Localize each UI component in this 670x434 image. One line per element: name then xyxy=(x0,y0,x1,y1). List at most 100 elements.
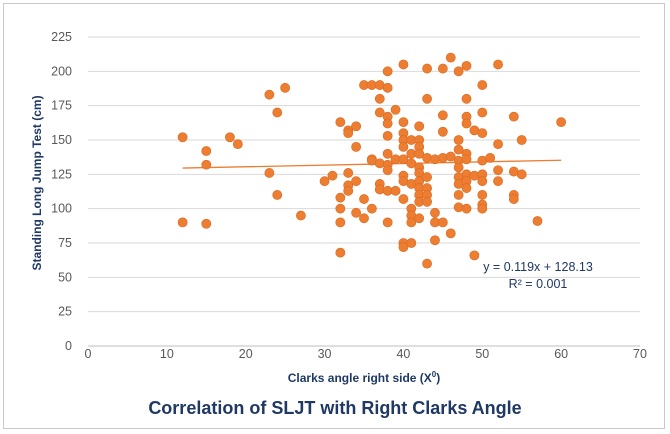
data-point xyxy=(445,151,456,162)
data-point xyxy=(406,238,417,248)
chart-frame xyxy=(3,3,665,429)
data-point xyxy=(422,63,432,74)
data-point xyxy=(453,162,464,173)
data-point xyxy=(335,192,346,203)
y-tick-label: 150 xyxy=(51,133,72,147)
y-tick-label: 25 xyxy=(58,305,72,319)
data-point xyxy=(398,194,409,204)
data-point xyxy=(272,107,283,118)
x-tick-label: 60 xyxy=(554,347,568,361)
data-point xyxy=(477,203,488,214)
data-point xyxy=(477,176,488,187)
x-tick-label: 70 xyxy=(633,347,647,361)
data-point xyxy=(422,172,432,182)
x-tick-label: 10 xyxy=(160,347,174,361)
data-point xyxy=(201,159,212,170)
y-tick-label: 75 xyxy=(58,236,72,250)
data-point xyxy=(477,107,488,118)
data-point xyxy=(264,168,275,178)
data-point xyxy=(453,144,464,155)
data-point xyxy=(177,132,188,143)
data-point xyxy=(398,117,409,128)
data-point xyxy=(469,250,480,261)
data-point xyxy=(437,126,448,137)
r-squared-label: R² = 0.001 xyxy=(509,277,568,291)
trendline-equation: y = 0.119x + 128.13 xyxy=(483,260,593,274)
y-tick-label: 175 xyxy=(51,99,72,113)
data-point xyxy=(177,217,188,228)
x-tick-label: 50 xyxy=(475,347,489,361)
data-point xyxy=(461,154,472,165)
data-point xyxy=(335,203,346,214)
data-point xyxy=(453,190,464,200)
data-point xyxy=(556,117,567,128)
data-point xyxy=(398,242,409,253)
data-point xyxy=(201,146,212,156)
data-point xyxy=(374,93,385,104)
data-point xyxy=(493,176,503,187)
y-tick-label: 200 xyxy=(51,64,72,78)
data-point xyxy=(430,235,440,246)
y-tick-labels: 0 25 50 75 100 125 150 175 200 225 xyxy=(51,30,72,353)
data-point xyxy=(390,104,401,115)
data-point xyxy=(445,52,456,63)
data-point xyxy=(493,59,503,70)
data-point xyxy=(382,130,393,141)
data-point xyxy=(335,217,346,228)
data-points xyxy=(177,52,567,269)
data-point xyxy=(516,169,527,180)
data-point xyxy=(461,118,472,129)
chart-caption: Correlation of SLJT with Right Clarks An… xyxy=(148,398,522,418)
data-point xyxy=(477,128,488,139)
x-tick-label: 30 xyxy=(318,347,332,361)
data-point xyxy=(374,107,385,118)
data-point xyxy=(382,148,393,159)
data-point xyxy=(351,207,362,218)
data-point xyxy=(398,59,409,70)
data-point xyxy=(453,66,464,77)
data-point xyxy=(382,217,393,228)
data-point xyxy=(343,128,354,139)
data-point xyxy=(437,217,448,228)
data-point xyxy=(382,82,393,93)
data-point xyxy=(461,93,472,104)
data-point xyxy=(335,247,346,258)
data-point xyxy=(382,165,393,176)
data-point xyxy=(343,168,354,178)
data-point xyxy=(366,203,377,214)
data-point xyxy=(351,121,362,132)
data-point xyxy=(335,117,346,128)
data-point xyxy=(264,89,275,100)
x-tick-label: 0 xyxy=(85,347,92,361)
data-point xyxy=(351,141,362,152)
y-tick-label: 0 xyxy=(65,339,72,353)
data-point xyxy=(359,213,369,224)
data-point xyxy=(414,121,425,132)
data-point xyxy=(437,63,448,74)
x-axis-title: Clarks angle right side (X0) xyxy=(288,370,441,385)
data-point xyxy=(461,183,472,193)
gridlines xyxy=(88,36,640,347)
data-point xyxy=(485,152,496,163)
data-point xyxy=(414,213,425,224)
data-point xyxy=(327,170,338,181)
data-point xyxy=(351,176,362,187)
data-point xyxy=(453,135,464,145)
data-point xyxy=(477,80,488,90)
data-point xyxy=(382,118,393,129)
data-point xyxy=(516,135,527,145)
data-point xyxy=(422,258,432,269)
data-point xyxy=(225,132,235,143)
data-point xyxy=(414,148,425,159)
data-point xyxy=(508,194,519,204)
y-tick-label: 50 xyxy=(58,270,72,284)
y-tick-label: 225 xyxy=(51,30,72,44)
data-point xyxy=(232,139,243,150)
y-axis-title: Standing Long Jump Test (cm) xyxy=(30,95,44,270)
data-point xyxy=(493,165,503,176)
data-point xyxy=(398,154,409,165)
data-point xyxy=(359,194,369,204)
data-point xyxy=(390,185,401,196)
data-point xyxy=(296,210,306,221)
